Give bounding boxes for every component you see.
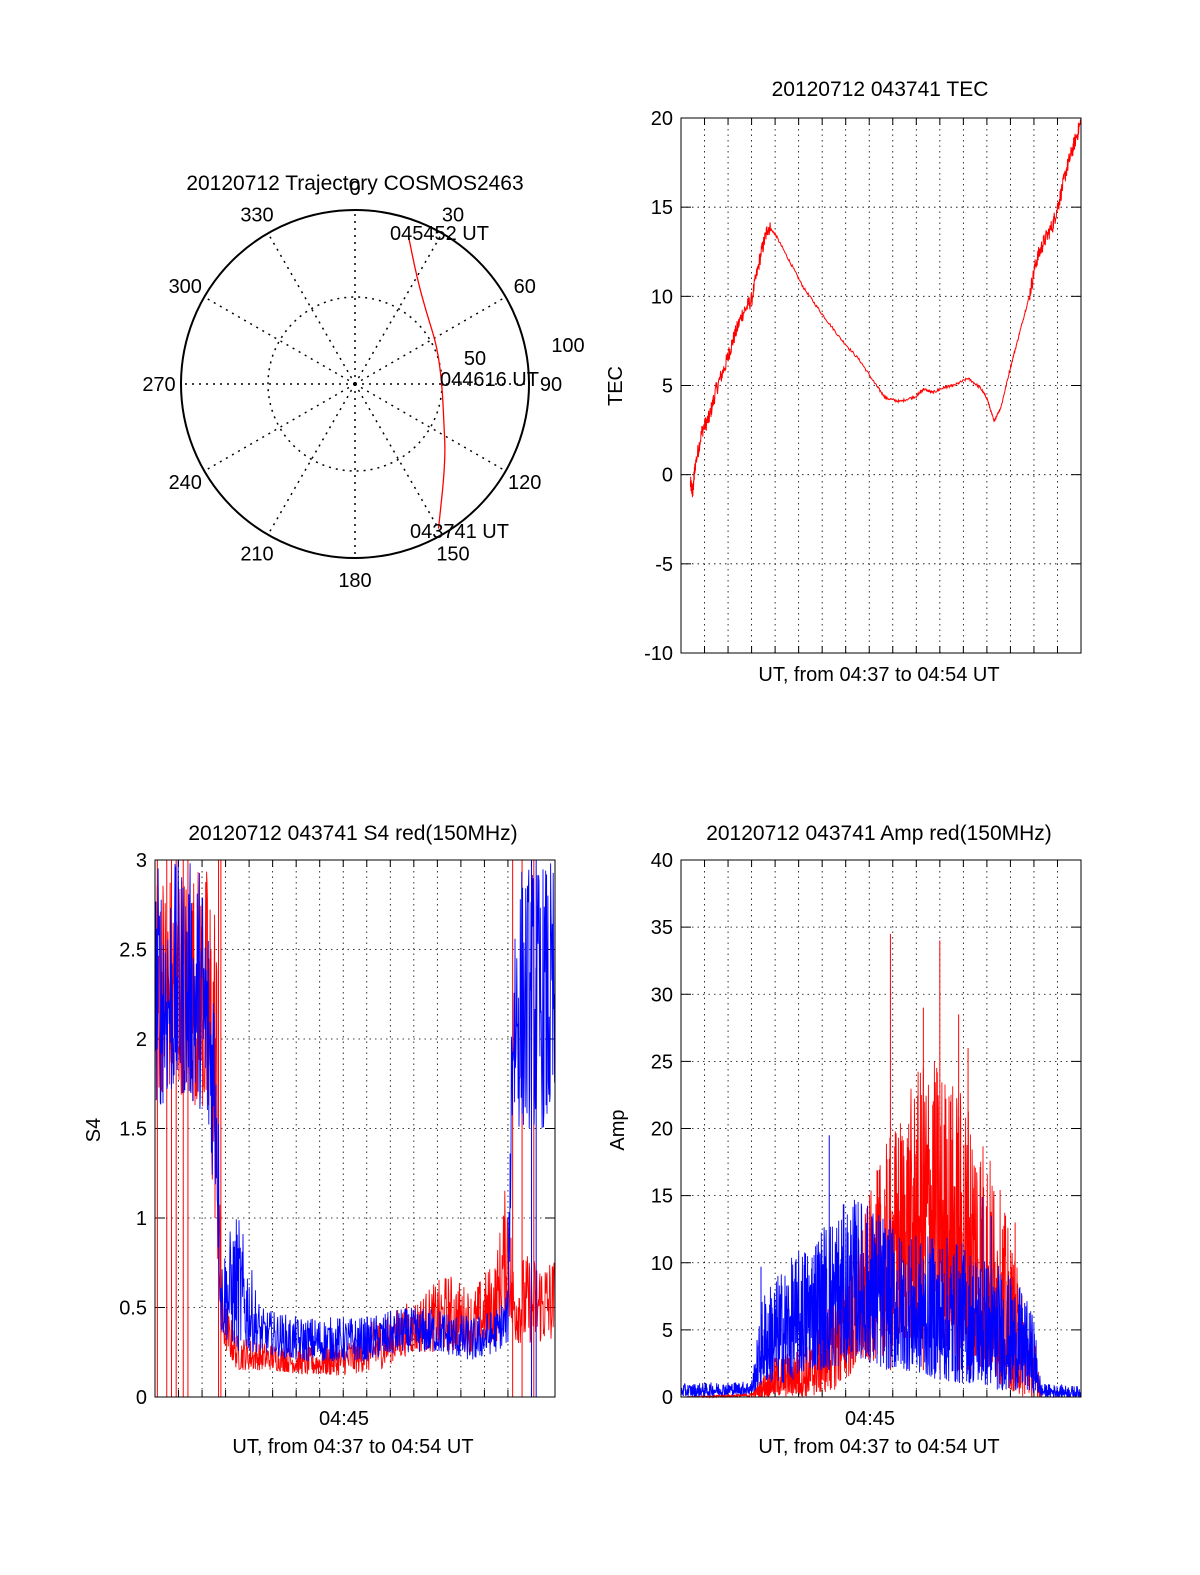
s4-series-1 — [154, 860, 556, 1362]
polar-spoke-240 — [203, 383, 356, 472]
s4-series — [154, 860, 556, 1397]
polar-angle-label-180: 180 — [338, 570, 371, 592]
polar-trajectory-line — [407, 236, 446, 529]
polar-angle-label-120: 120 — [508, 472, 541, 494]
s4-ytick-label-6: 3 — [136, 850, 147, 872]
polar-angle-label-240: 240 — [169, 472, 202, 494]
polar-spoke-60 — [354, 296, 507, 385]
polar-angle-label-300: 300 — [169, 276, 202, 298]
tec-ytick-label-1: -5 — [655, 554, 673, 576]
amp-ytick-label-8: 40 — [651, 850, 673, 872]
amp-ytick-label-1: 5 — [662, 1320, 673, 1342]
amp-series — [680, 933, 1082, 1399]
s4-ytick-label-1: 0.5 — [119, 1298, 147, 1320]
polar-spoke-30 — [354, 232, 443, 385]
tec-ytick-label-2: 0 — [662, 465, 673, 487]
s4-y-label: S4 — [83, 1118, 105, 1142]
polar-spoke-300 — [203, 296, 356, 385]
polar-angle-label-90: 90 — [540, 374, 562, 396]
s4-x-tick-label: 04:45 — [319, 1408, 369, 1430]
polar-annotation-end: 045452 UT — [390, 223, 489, 245]
amp-panel: 20120712 043741 Amp red(150MHz) 0 5 10 15 20… — [607, 822, 1082, 1458]
polar-annotation-mid: 044616 UT — [440, 369, 539, 391]
amp-y-label: Amp — [607, 1109, 629, 1150]
polar-title: 20120712 Trajectory COSMOS2463 — [186, 172, 523, 195]
polar-angle-labels: 0 30 60 90 120 150 180 210 240 270 300 330 — [142, 178, 562, 592]
amp-ytick-label-5: 25 — [651, 1051, 673, 1073]
tec-y-label: TEC — [605, 366, 627, 406]
amp-x-label: UT, from 04:37 to 04:54 UT — [758, 1436, 999, 1458]
tec-series — [689, 119, 1081, 498]
amp-x-tick-label: 04:45 — [845, 1408, 895, 1430]
polar-outer-circle — [180, 209, 530, 559]
tec-ytick-label-6: 20 — [651, 108, 673, 130]
amp-ytick-label-0: 0 — [662, 1387, 673, 1409]
s4-title: 20120712 043741 S4 red(150MHz) — [188, 822, 517, 845]
s4-y-tick-labels: 0 0.5 1 1.5 2 2.5 3 — [119, 850, 147, 1409]
polar-radius-label-100: 100 — [551, 335, 584, 357]
polar-spoke-330 — [267, 232, 356, 385]
tec-grid — [681, 117, 1081, 654]
tec-ytick-label-5: 15 — [651, 197, 673, 219]
tec-panel: 20120712 043741 TEC -10 -5 0 5 10 15 20 UT, fr… — [605, 78, 1082, 686]
polar-spoke-210 — [267, 383, 356, 536]
polar-angle-label-0: 0 — [349, 178, 360, 200]
s4-panel: 20120712 043741 S4 red(150MHz) 0 0.5 1 1.5 2… — [83, 822, 556, 1458]
tec-y-tick-labels: -10 -5 0 5 10 15 20 — [644, 108, 673, 665]
s4-ytick-label-4: 2 — [136, 1029, 147, 1051]
tec-ytick-label-3: 5 — [662, 376, 673, 398]
s4-axes-frame — [154, 859, 556, 1398]
tec-ytick-label-4: 10 — [651, 286, 673, 308]
amp-axes-frame — [680, 859, 1082, 1398]
s4-ytick-label-0: 0 — [136, 1387, 147, 1409]
polar-spoke-150 — [354, 383, 443, 536]
tec-x-label: UT, from 04:37 to 04:54 UT — [758, 664, 999, 686]
polar-angle-label-150: 150 — [436, 544, 469, 566]
s4-ytick-label-2: 1 — [136, 1208, 147, 1230]
s4-ytick-label-5: 2.5 — [119, 940, 147, 962]
s4-ytick-label-3: 1.5 — [119, 1119, 147, 1141]
polar-angle-label-30: 30 — [442, 204, 464, 226]
polar-angle-label-270: 270 — [142, 374, 175, 396]
amp-y-tick-labels: 0 5 10 15 20 25 30 35 40 — [651, 850, 673, 1409]
amp-ytick-label-2: 10 — [651, 1253, 673, 1275]
amp-ytick-label-6: 30 — [651, 984, 673, 1006]
s4-x-label: UT, from 04:37 to 04:54 UT — [232, 1436, 473, 1458]
polar-spoke-120 — [354, 383, 507, 472]
amp-ytick-label-4: 20 — [651, 1119, 673, 1141]
polar-angle-label-60: 60 — [514, 276, 536, 298]
amp-ytick-label-3: 15 — [651, 1186, 673, 1208]
tec-ytick-label-0: -10 — [644, 643, 673, 665]
polar-angle-label-330: 330 — [240, 204, 273, 226]
tec-axes-frame — [680, 117, 1082, 654]
polar-trajectory-panel: 20120712 Trajectory COSMOS2463 0 30 60 90 12… — [142, 172, 584, 592]
polar-angle-label-210: 210 — [240, 544, 273, 566]
polar-radius-label-50: 50 — [464, 348, 486, 370]
tec-title: 20120712 043741 TEC — [772, 78, 989, 101]
amp-series-1 — [680, 1199, 1082, 1399]
polar-trajectory — [407, 236, 446, 529]
amp-grid — [681, 859, 1081, 1398]
amp-ytick-label-7: 35 — [651, 917, 673, 939]
tec-series-line-0 — [689, 119, 1081, 498]
polar-annotation-start: 043741 UT — [410, 521, 509, 543]
amp-title: 20120712 043741 Amp red(150MHz) — [706, 822, 1052, 845]
